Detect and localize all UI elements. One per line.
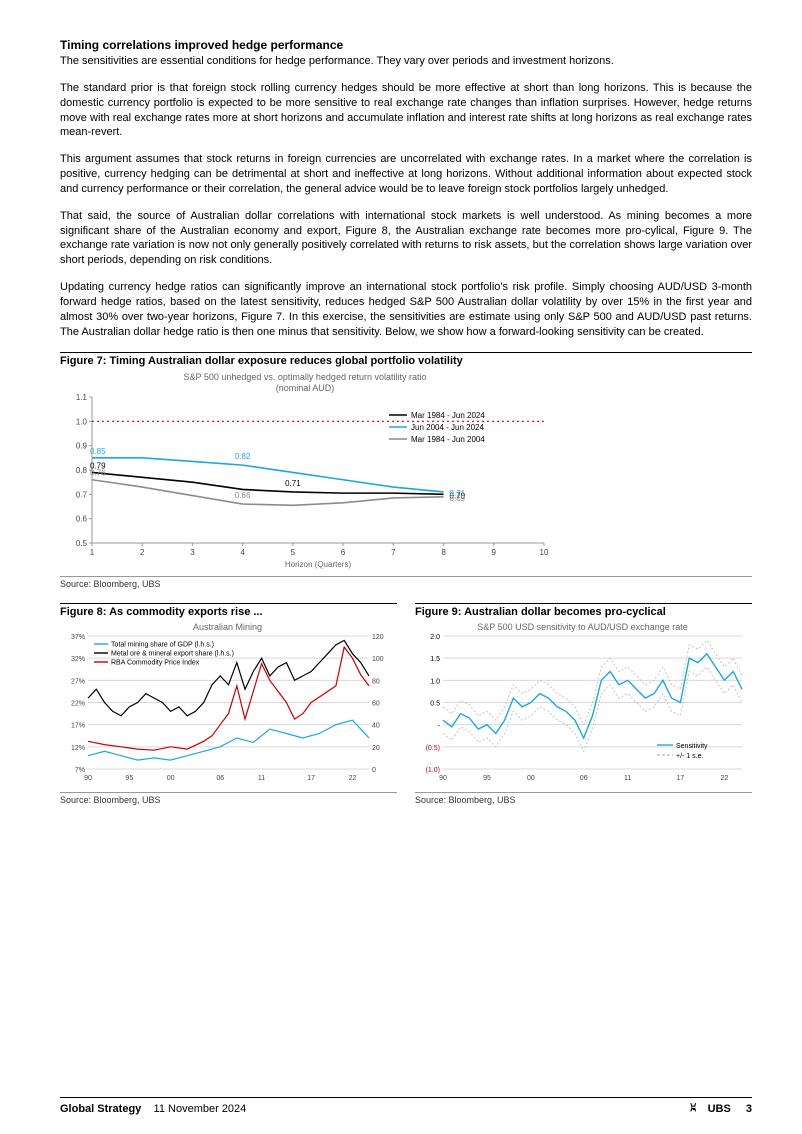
svg-text:20: 20	[372, 744, 380, 751]
footer-brand: UBS	[708, 1103, 731, 1115]
fig7-title: Figure 7: Timing Australian dollar expos…	[60, 352, 752, 367]
svg-text:0.69: 0.69	[450, 493, 466, 502]
fig9-chart: S&P 500 USD sensitivity to AUD/USD excha…	[415, 620, 752, 790]
svg-text:22: 22	[349, 775, 357, 782]
svg-text:4: 4	[240, 548, 245, 557]
svg-text:60: 60	[372, 700, 380, 707]
svg-text:RBA Commodity Price Index: RBA Commodity Price Index	[111, 659, 200, 666]
para-1: The sensitivities are essential conditio…	[60, 54, 752, 69]
svg-text:S&P 500 unhedged vs. optimally: S&P 500 unhedged vs. optimally hedged re…	[184, 372, 427, 382]
svg-text:0.5: 0.5	[76, 539, 88, 548]
fig7-source: Source: Bloomberg, UBS	[60, 576, 752, 589]
svg-text:5: 5	[291, 548, 296, 557]
svg-text:Metal ore & mineral export sha: Metal ore & mineral export share (l.h.s.…	[111, 650, 234, 657]
svg-text:(nominal AUD): (nominal AUD)	[276, 383, 335, 393]
svg-text:17: 17	[677, 775, 685, 782]
ubs-logo-icon	[688, 1102, 702, 1116]
svg-text:80: 80	[372, 678, 380, 685]
svg-text:0.82: 0.82	[235, 452, 251, 461]
svg-text:7: 7	[391, 548, 396, 557]
svg-text:00: 00	[167, 775, 175, 782]
svg-text:0.6: 0.6	[76, 514, 88, 523]
svg-text:90: 90	[84, 775, 92, 782]
svg-text:Sensitivity: Sensitivity	[676, 743, 708, 750]
svg-text:10: 10	[540, 548, 549, 557]
fig9-title: Figure 9: Australian dollar becomes pro-…	[415, 603, 752, 618]
svg-text:2.0: 2.0	[430, 634, 440, 641]
svg-text:90: 90	[439, 775, 447, 782]
svg-text:Australian Mining: Australian Mining	[193, 622, 262, 632]
svg-text:1.0: 1.0	[430, 678, 440, 685]
svg-text:11: 11	[624, 775, 631, 782]
footer-page: 3	[746, 1103, 752, 1115]
svg-text:S&P 500 USD sensitivity to AUD: S&P 500 USD sensitivity to AUD/USD excha…	[477, 622, 687, 632]
footer-title: Global Strategy	[60, 1103, 141, 1115]
fig8-chart: Australian Mining 7% 12% 17% 22% 27% 32% 37% 0 20…	[60, 620, 397, 790]
footer-date: 11 November 2024	[154, 1103, 247, 1115]
svg-text:27%: 27%	[71, 678, 85, 685]
svg-text:0.9: 0.9	[76, 441, 88, 450]
svg-text:1.5: 1.5	[430, 656, 440, 663]
svg-text:7%: 7%	[75, 767, 85, 774]
svg-text:Total mining share of GDP (l.h: Total mining share of GDP (l.h.s.)	[111, 641, 214, 648]
svg-text:9: 9	[492, 548, 497, 557]
svg-text:(1.0): (1.0)	[426, 767, 440, 774]
svg-text:Horizon (Quarters): Horizon (Quarters)	[285, 560, 352, 569]
svg-text:0.7: 0.7	[76, 490, 88, 499]
svg-text:3: 3	[190, 548, 195, 557]
svg-text:12%: 12%	[71, 744, 85, 751]
svg-text:0.8: 0.8	[76, 466, 88, 475]
fig7-chart: S&P 500 unhedged vs. optimally hedged re…	[60, 369, 752, 574]
svg-text:0: 0	[372, 767, 376, 774]
para-3: This argument assumes that stock returns…	[60, 152, 752, 197]
svg-text:22: 22	[721, 775, 729, 782]
svg-text:40: 40	[372, 722, 380, 729]
section-title: Timing correlations improved hedge perfo…	[60, 38, 752, 52]
svg-text:8: 8	[441, 548, 446, 557]
svg-text:0.71: 0.71	[285, 478, 301, 487]
page-footer: Global Strategy 11 November 2024 UBS 3	[60, 1097, 752, 1116]
svg-text:0.66: 0.66	[235, 491, 251, 500]
svg-text:+/- 1 s.e.: +/- 1 s.e.	[676, 753, 703, 760]
para-5: Updating currency hedge ratios can signi…	[60, 280, 752, 339]
svg-text:00: 00	[527, 775, 535, 782]
svg-text:120: 120	[372, 634, 384, 641]
svg-text:6: 6	[341, 548, 346, 557]
svg-text:1.1: 1.1	[76, 393, 88, 402]
svg-text:32%: 32%	[71, 656, 85, 663]
svg-text:17%: 17%	[71, 722, 85, 729]
svg-text:11: 11	[258, 775, 265, 782]
svg-text:(0.5): (0.5)	[426, 744, 440, 751]
svg-text:95: 95	[125, 775, 133, 782]
svg-text:37%: 37%	[71, 634, 85, 641]
svg-text:1.0: 1.0	[76, 417, 88, 426]
svg-text:Jun 2004 - Jun 2024: Jun 2004 - Jun 2024	[411, 423, 484, 432]
svg-text:17: 17	[307, 775, 315, 782]
svg-text:1: 1	[90, 548, 95, 557]
svg-text:0.76: 0.76	[90, 468, 106, 477]
svg-text:06: 06	[216, 775, 224, 782]
svg-text:100: 100	[372, 656, 384, 663]
fig8-title: Figure 8: As commodity exports rise ...	[60, 603, 397, 618]
para-2: The standard prior is that foreign stock…	[60, 81, 752, 140]
svg-text:95: 95	[483, 775, 491, 782]
fig9-source: Source: Bloomberg, UBS	[415, 792, 752, 805]
svg-text:0.5: 0.5	[430, 700, 440, 707]
svg-text:2: 2	[140, 548, 145, 557]
svg-text:22%: 22%	[71, 700, 85, 707]
fig8-source: Source: Bloomberg, UBS	[60, 792, 397, 805]
svg-text:Mar 1984 - Jun 2024: Mar 1984 - Jun 2024	[411, 411, 485, 420]
svg-text:06: 06	[580, 775, 588, 782]
svg-text:0.85: 0.85	[90, 446, 106, 455]
para-4: That said, the source of Australian doll…	[60, 209, 752, 268]
svg-text:-: -	[438, 722, 441, 729]
svg-text:Mar 1984 - Jun 2004: Mar 1984 - Jun 2004	[411, 435, 485, 444]
